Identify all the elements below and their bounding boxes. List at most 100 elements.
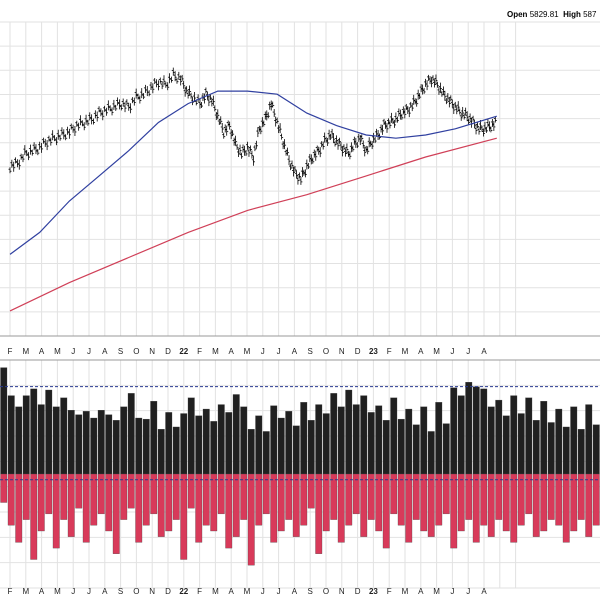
price-bar [361,140,365,149]
osc-bar-negative-24 [180,473,188,560]
price-bar [240,152,244,159]
osc-bar-negative-14 [105,473,113,532]
x-tick-label-bottom-1: M [22,587,29,596]
osc-bar-positive-1 [7,395,15,475]
price-bar [272,109,276,118]
price-bar [28,144,32,155]
price-bar [385,122,389,133]
x-tick-label-top-10: D [165,347,171,356]
osc-bar-negative-5 [37,473,45,532]
osc-bar-negative-34 [255,473,263,526]
oscillator-panel-grid [0,359,600,589]
osc-bar-positive-71 [532,420,540,475]
osc-bar-positive-24 [180,413,188,475]
price-bar [343,148,347,157]
osc-bar-positive-58 [435,402,443,475]
price-panel-grid [0,21,600,337]
price-bar [185,86,189,93]
x-tick-label-bottom-3: M [54,587,61,596]
price-bar [452,103,456,114]
price-bar [486,119,490,128]
osc-bar-negative-11 [82,473,90,543]
price-bar [438,82,442,93]
price-bar [321,141,325,150]
osc-bar-negative-3 [22,473,30,520]
price-bar [392,119,396,128]
price-bar [130,97,134,104]
price-bar [269,100,273,111]
price-bar [413,98,417,105]
osc-bar-positive-41 [307,420,315,475]
price-bar [459,112,463,121]
osc-bar-negative-2 [15,473,23,543]
osc-bar-negative-68 [510,473,518,543]
price-bar [171,67,175,76]
price-bar [25,150,29,157]
x-tick-label-bottom-25: M [402,587,409,596]
osc-bar-negative-76 [570,473,578,532]
price-bar [444,98,448,105]
price-bar [238,144,242,155]
osc-bar-negative-59 [442,473,450,515]
price-bar [395,116,399,123]
osc-bar-negative-51 [382,473,390,549]
price-bar [317,146,321,155]
x-tick-label-bottom-8: O [133,587,139,596]
price-bar [134,88,138,99]
price-bar [132,97,136,106]
price-bar [95,111,99,122]
osc-bar-negative-77 [577,473,585,520]
price-bar [440,90,444,97]
price-bar [441,86,445,95]
price-bar [58,134,62,141]
price-bar [373,137,377,144]
osc-bar-negative-64 [480,473,488,526]
price-bar [388,120,392,129]
price-bar [324,136,328,143]
price-bar [90,114,94,125]
price-bar [88,112,92,121]
price-bar [75,120,79,127]
osc-bar-negative-55 [412,473,420,520]
osc-bar-positive-16 [120,406,128,475]
price-bar [346,150,350,157]
x-tick-label-top-4: J [71,347,75,356]
open-label: Open [507,10,528,19]
price-bar [229,129,233,140]
price-bar [123,102,127,113]
price-bar [36,149,40,156]
osc-bar-negative-74 [555,473,563,526]
x-tick-label-top-6: A [102,347,108,356]
price-bar [419,84,423,93]
x-tick-label-top-12: F [197,347,202,356]
price-bar [403,108,407,119]
osc-bar-negative-63 [472,473,480,543]
x-tick-label-bottom-23: 23 [369,587,378,596]
open-value: 5829.81 [529,10,559,19]
price-bar [220,122,224,133]
osc-bar-negative-44 [330,473,338,520]
osc-bar-positive-29 [217,404,225,475]
price-bar [180,74,184,81]
osc-bar-positive-3 [22,395,30,475]
x-tick-label-bottom-6: A [102,587,108,596]
price-bar [409,101,413,108]
x-tick-label-bottom-0: F [8,587,13,596]
price-bar [333,140,337,147]
price-bar [136,93,140,100]
price-bar [348,151,352,160]
osc-bar-positive-36 [270,405,278,475]
price-bar [283,139,287,150]
price-bar [40,142,44,153]
osc-bar-negative-71 [532,473,540,537]
osc-bar-negative-43 [322,473,330,532]
price-bar [320,141,324,148]
price-bar [97,106,101,113]
osc-bar-negative-65 [487,473,495,537]
osc-bar-positive-60 [450,387,458,475]
price-bar [400,113,404,120]
osc-bar-positive-62 [465,382,473,475]
osc-bar-positive-46 [345,389,353,475]
price-bar [173,71,177,82]
